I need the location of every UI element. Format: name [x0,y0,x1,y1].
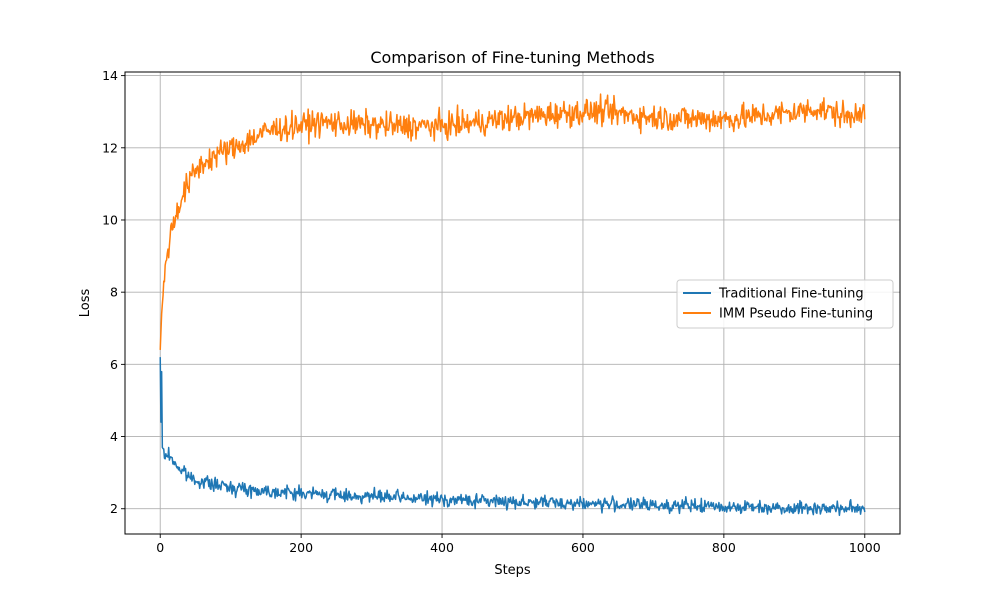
y-tick-label: 2 [110,501,118,516]
y-axis-label: Loss [78,289,93,318]
plot-frame [124,71,901,535]
x-tick-label: 1000 [849,540,881,555]
y-tick-label: 4 [110,429,118,444]
y-tick-label: 10 [102,212,118,227]
y-tick-label: 12 [102,140,118,155]
x-tick-label: 400 [430,540,454,555]
y-tick-label: 6 [110,357,118,372]
x-tick-label: 0 [156,540,164,555]
chart-title: Comparison of Fine-tuning Methods [370,48,654,67]
x-tick-label: 800 [712,540,736,555]
series-line-1 [159,93,866,350]
series-line-0 [159,357,866,517]
legend-label-0: Traditional Fine-tuning [718,287,864,302]
x-tick-label: 600 [571,540,595,555]
x-axis-label: Steps [494,563,531,578]
legend: Traditional Fine-tuning IMM Pseudo Fine-t… [676,279,894,329]
x-tick-label: 200 [289,540,313,555]
legend-label-1: IMM Pseudo Fine-tuning [719,307,873,322]
series-group [159,93,866,517]
legend-box [676,279,894,329]
axis-ticks: 0 200 400 600 800 1000 2 4 6 8 10 12 14 [102,68,881,555]
y-tick-label: 8 [110,285,118,300]
y-tick-label: 14 [102,68,118,83]
